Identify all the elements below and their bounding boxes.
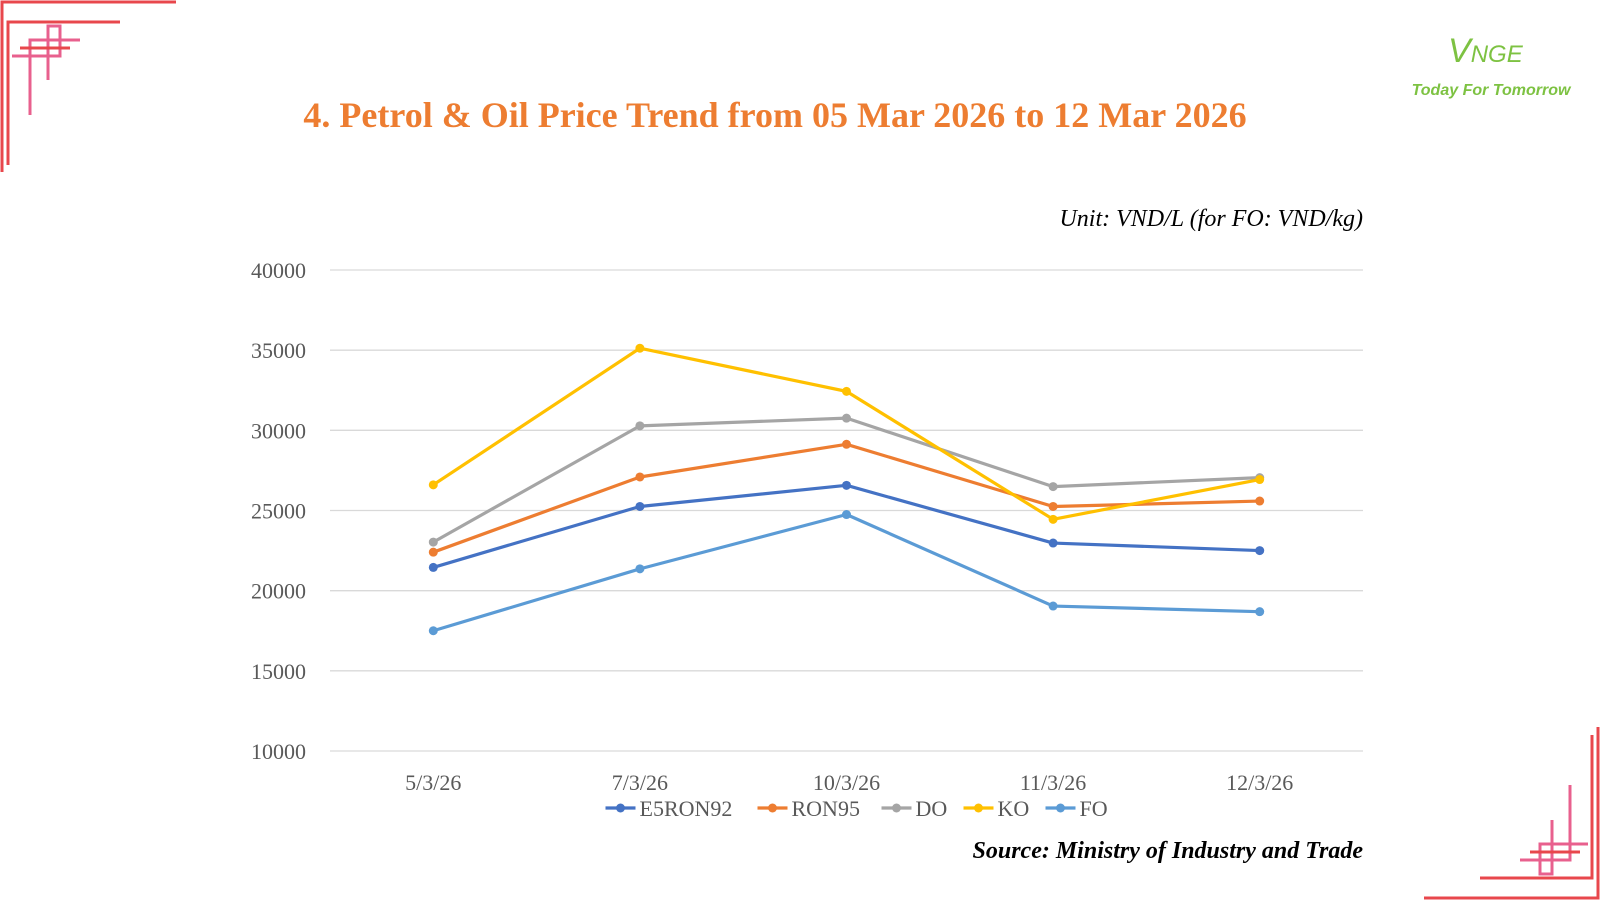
legend-marker-do xyxy=(892,803,901,813)
y-tick-label: 30000 xyxy=(251,418,306,443)
point-e5ron92 xyxy=(428,562,438,572)
vnge-logo: VNGE Today For Tomorrow xyxy=(1406,22,1576,112)
point-e5ron92 xyxy=(635,501,645,511)
point-ron95 xyxy=(1048,501,1058,511)
point-fo xyxy=(1048,601,1058,611)
legend-label-ron95: RON95 xyxy=(792,796,860,821)
point-ron95 xyxy=(635,472,645,482)
point-do xyxy=(635,421,645,431)
y-tick-label: 15000 xyxy=(251,659,306,684)
legend-label-do: DO xyxy=(916,796,948,821)
y-tick-label: 10000 xyxy=(251,739,306,764)
point-e5ron92 xyxy=(1048,538,1058,548)
point-fo xyxy=(842,510,851,520)
legend-label-e5ron92: E5RON92 xyxy=(640,796,733,821)
x-tick-label: 12/3/26 xyxy=(1226,770,1293,795)
point-e5ron92 xyxy=(842,480,851,490)
point-ko xyxy=(635,343,645,353)
point-do xyxy=(1048,482,1058,492)
point-ron95 xyxy=(428,547,438,557)
slide-title: 4. Petrol & Oil Price Trend from 05 Mar … xyxy=(303,95,1247,135)
series-line-ko xyxy=(432,346,1261,521)
point-ko xyxy=(1048,514,1058,524)
series-line-ron95 xyxy=(432,442,1260,554)
y-tick-label: 35000 xyxy=(251,338,306,363)
legend-marker-fo xyxy=(1056,803,1065,813)
y-tick-label: 20000 xyxy=(251,579,306,604)
series-line-do xyxy=(432,416,1260,544)
point-do xyxy=(842,413,851,423)
point-ko xyxy=(1255,475,1265,485)
logo-tagline: Today For Tomorrow xyxy=(1411,82,1571,99)
point-fo xyxy=(635,564,645,574)
unit-note: Unit: VND/L (for FO: VND/kg) xyxy=(1059,206,1363,232)
series-line-e5ron92 xyxy=(432,483,1260,569)
legend-marker-ko xyxy=(974,803,983,813)
legend-label-fo: FO xyxy=(1080,796,1108,821)
source-note: Source: Ministry of Industry and Trade xyxy=(972,838,1364,864)
x-tick-label: 5/3/26 xyxy=(405,770,461,795)
x-tick-label: 11/3/26 xyxy=(1020,770,1086,795)
y-tick-label: 25000 xyxy=(251,499,306,524)
point-e5ron92 xyxy=(1255,546,1265,556)
point-fo xyxy=(428,626,438,636)
point-fo xyxy=(1255,607,1265,617)
point-ron95 xyxy=(842,439,851,449)
point-ron95 xyxy=(1255,496,1265,506)
x-tick-label: 7/3/26 xyxy=(612,770,668,795)
legend-label-ko: KO xyxy=(998,796,1030,821)
corner-ornament-top-left xyxy=(0,0,176,172)
point-do xyxy=(428,537,438,547)
x-tick-label: 10/3/26 xyxy=(813,770,880,795)
y-tick-label: 40000 xyxy=(251,258,306,283)
point-ko xyxy=(842,386,851,396)
point-ko xyxy=(428,480,438,490)
legend-marker-ron95 xyxy=(768,803,777,813)
logo-wordmark: VNGE xyxy=(1448,32,1523,70)
corner-ornament-bottom-right xyxy=(1424,727,1600,900)
legend-marker-e5ron92 xyxy=(616,803,625,813)
